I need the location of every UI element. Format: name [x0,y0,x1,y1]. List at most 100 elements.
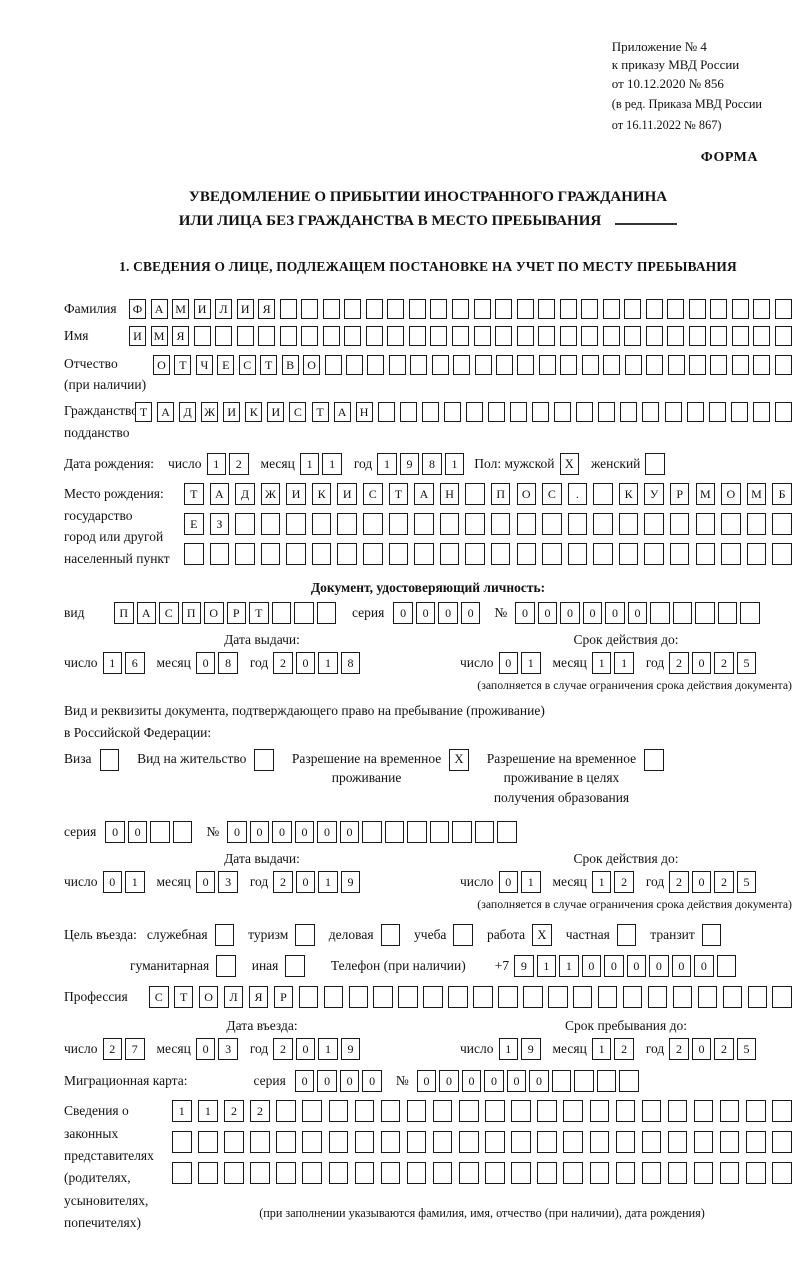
char-cell[interactable] [747,986,767,1009]
char-cell[interactable] [731,325,749,346]
char-cell[interactable] [667,298,685,319]
temp-residence-checkbox[interactable]: X [449,748,469,771]
temp-residence-education-checkbox[interactable] [644,748,664,771]
char-cell[interactable]: М [746,483,767,506]
char-cell[interactable]: 1 [444,453,465,476]
char-cell[interactable] [421,401,439,422]
char-cell[interactable] [328,1131,349,1154]
char-cell[interactable] [465,483,485,506]
char-cell[interactable] [716,955,737,978]
char-cell[interactable] [667,325,685,346]
purpose-other-checkbox[interactable] [285,955,305,978]
char-cell[interactable]: Р [226,601,246,624]
char-cell[interactable]: С [159,601,179,624]
char-cell[interactable] [363,513,383,536]
char-cell[interactable]: 0 [415,601,436,624]
char-cell[interactable] [746,513,767,536]
char-cell[interactable] [496,354,513,375]
char-cell[interactable] [537,1100,557,1123]
char-cell[interactable] [523,986,543,1009]
char-cell[interactable]: 2 [273,871,293,894]
char-cell[interactable]: 9 [514,955,534,978]
char-cell[interactable]: 0 [498,871,518,894]
char-cell[interactable]: 0 [272,821,292,844]
char-cell[interactable] [451,325,469,346]
char-cell[interactable]: 0 [127,821,148,844]
char-cell[interactable] [574,1070,594,1093]
char-cell[interactable] [537,1162,557,1185]
char-cell[interactable] [387,325,405,346]
char-cell[interactable] [746,1100,766,1123]
char-cell[interactable]: 1 [318,1038,338,1061]
char-cell[interactable]: К [311,483,332,506]
char-cell[interactable] [150,821,170,844]
char-cell[interactable] [451,298,469,319]
char-cell[interactable]: 1 [521,651,541,674]
char-cell[interactable] [215,325,233,346]
char-cell[interactable]: 2 [669,651,689,674]
char-cell[interactable]: Н [439,483,460,506]
char-cell[interactable]: 0 [582,601,603,624]
char-cell[interactable] [485,1162,505,1185]
char-cell[interactable]: Н [355,401,373,422]
char-cell[interactable]: 2 [250,1100,270,1123]
char-cell[interactable] [443,401,461,422]
char-cell[interactable] [408,325,426,346]
char-cell[interactable]: Т [135,401,152,422]
char-cell[interactable] [559,325,577,346]
char-cell[interactable] [746,543,767,566]
char-cell[interactable] [516,325,534,346]
char-cell[interactable] [367,354,385,375]
char-cell[interactable]: 0 [317,821,337,844]
char-cell[interactable] [740,601,760,624]
char-cell[interactable] [589,1162,609,1185]
char-cell[interactable] [647,986,668,1009]
char-cell[interactable]: П [114,601,134,624]
char-cell[interactable] [363,543,383,566]
char-cell[interactable] [686,401,704,422]
char-cell[interactable]: 0 [438,601,458,624]
char-cell[interactable] [589,1131,609,1154]
char-cell[interactable]: 1 [125,871,145,894]
char-cell[interactable] [532,401,550,422]
char-cell[interactable] [602,325,620,346]
char-cell[interactable]: 0 [498,651,518,674]
char-cell[interactable] [406,1162,427,1185]
char-cell[interactable] [688,354,706,375]
char-cell[interactable] [511,1162,531,1185]
char-cell[interactable]: А [157,401,175,422]
char-cell[interactable] [365,298,383,319]
char-cell[interactable] [551,1070,572,1093]
char-cell[interactable] [432,1131,453,1154]
char-cell[interactable]: 2 [224,1100,244,1123]
char-cell[interactable] [414,513,434,536]
char-cell[interactable] [459,1131,479,1154]
char-cell[interactable] [554,401,572,422]
char-cell[interactable]: Т [388,483,409,506]
char-cell[interactable]: Д [179,401,197,422]
char-cell[interactable] [615,1162,636,1185]
char-cell[interactable] [429,821,450,844]
sex-female-checkbox[interactable] [645,453,665,476]
char-cell[interactable]: В [281,354,299,375]
char-cell[interactable] [348,986,368,1009]
char-cell[interactable]: 1 [198,1100,218,1123]
char-cell[interactable]: 9 [521,1038,541,1061]
char-cell[interactable]: П [181,601,201,624]
char-cell[interactable]: 1 [536,955,557,978]
char-cell[interactable] [563,1162,583,1185]
char-cell[interactable] [485,1131,505,1154]
char-cell[interactable] [667,1131,688,1154]
char-cell[interactable]: 0 [506,1070,527,1093]
char-cell[interactable]: А [333,401,351,422]
char-cell[interactable] [431,354,449,375]
char-cell[interactable]: 2 [102,1038,122,1061]
char-cell[interactable] [774,325,792,346]
char-cell[interactable]: О [303,354,321,375]
char-cell[interactable] [669,543,690,566]
char-cell[interactable] [439,543,460,566]
char-cell[interactable]: О [516,483,537,506]
char-cell[interactable] [772,986,792,1009]
char-cell[interactable]: 0 [460,601,481,624]
char-cell[interactable] [473,325,491,346]
